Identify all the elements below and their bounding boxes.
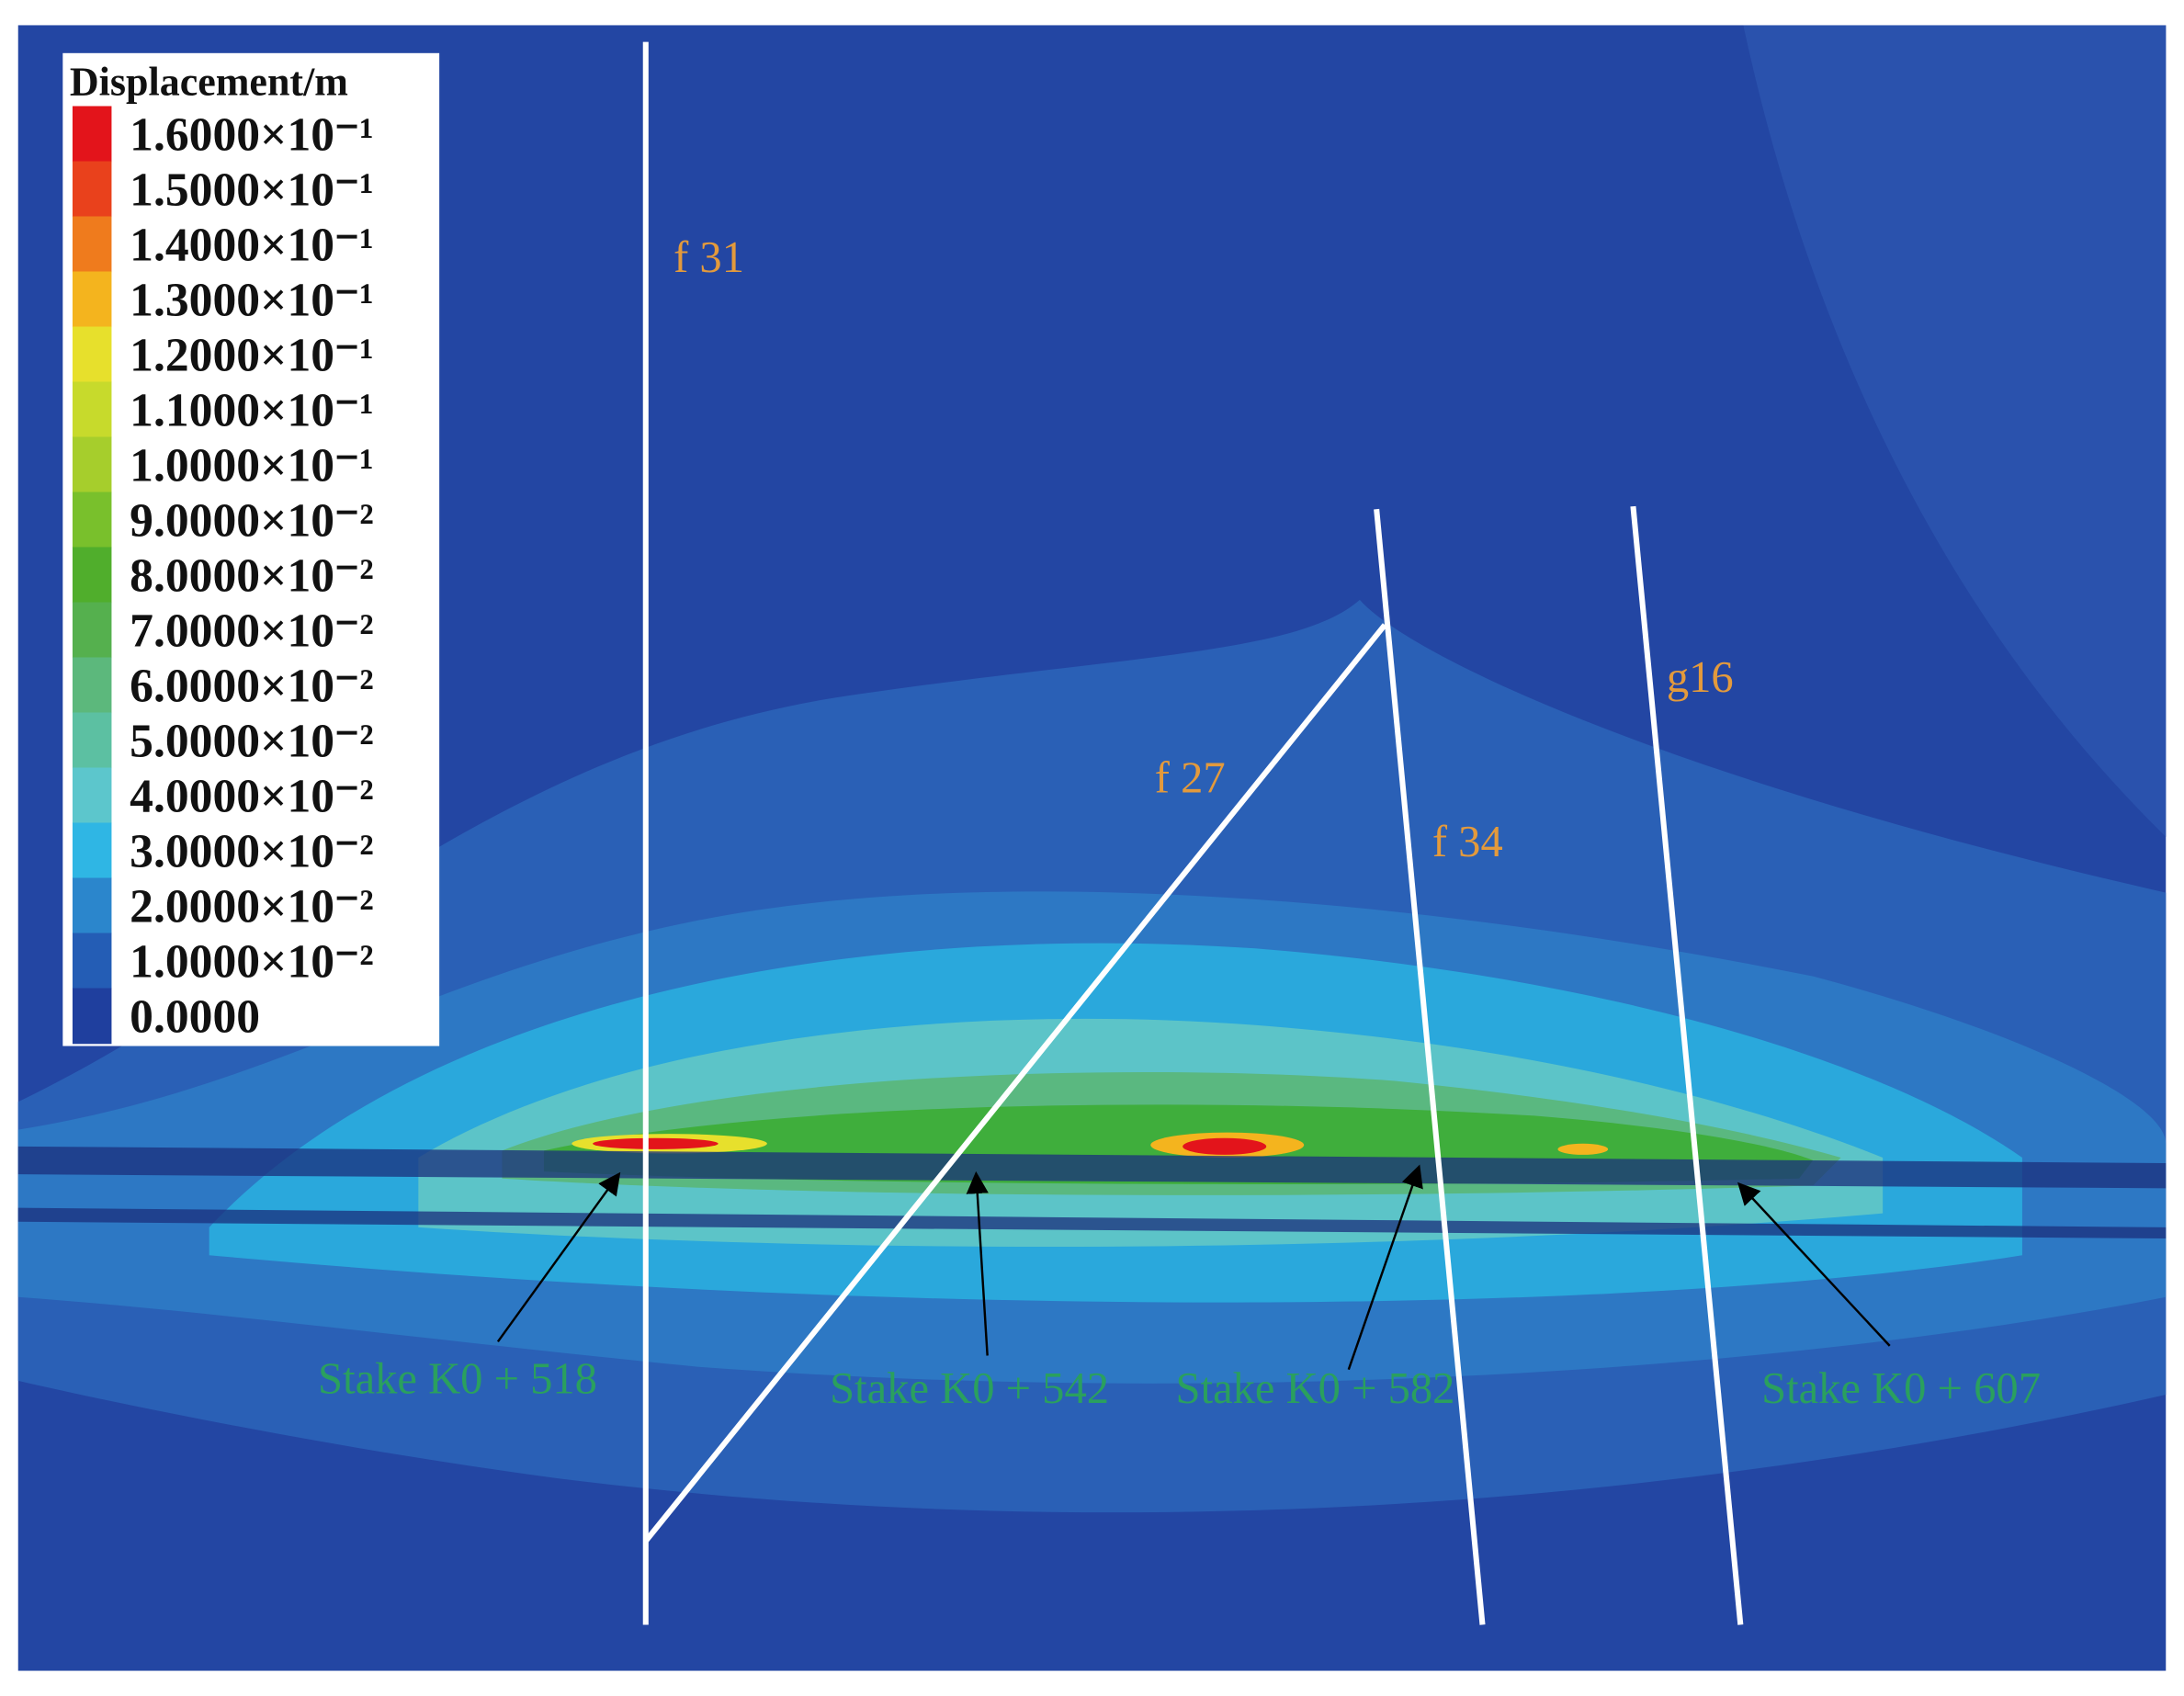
legend-swatch [72,822,112,879]
fault-label: g16 [1667,652,1734,702]
legend-label: 1.4000×10⁻¹ [130,220,374,272]
fault-lines [642,41,1744,1625]
legend-swatch [72,216,112,273]
legend-label: 1.0000×10⁻¹ [130,440,374,492]
stake-label: Stake K0 + 518 [318,1353,597,1403]
stake-arrow [1347,1164,1423,1371]
fault-label: f 31 [673,232,744,282]
stake-label: Stake K0 + 607 [1761,1363,2041,1413]
legend-label: 2.0000×10⁻² [130,881,374,933]
stake-arrow [966,1170,989,1356]
contour-zone [1557,1143,1609,1155]
legend: Displacement/m 1.6000×10⁻¹1.5000×10⁻¹1.4… [62,52,440,1046]
legend-swatch [72,436,112,493]
stake-arrow [1737,1182,1891,1347]
legend-swatch [72,492,112,548]
contour-zone [1743,25,2167,837]
contour-zone [593,1137,719,1149]
legend-label: 1.6000×10⁻¹ [130,109,374,162]
legend-swatch [72,712,112,769]
legend-label: 3.0000×10⁻² [130,826,374,878]
fault-label: f 34 [1432,817,1503,866]
legend-label: 9.0000×10⁻² [130,495,374,548]
legend-swatch [72,381,112,438]
legend-label: 1.1000×10⁻¹ [130,385,374,437]
legend-label: 1.3000×10⁻¹ [130,275,374,327]
legend-swatch [72,106,112,163]
stake-arrow [496,1171,621,1343]
legend-swatch [72,161,112,218]
contour-zone [1183,1137,1267,1155]
fault-line [1374,508,1486,1625]
tunnel-band [17,1146,2167,1189]
legend-label: 1.2000×10⁻¹ [130,330,374,382]
legend-swatch [72,988,112,1045]
legend-swatch [72,657,112,714]
fault-line [1630,505,1744,1625]
legend-label: 7.0000×10⁻² [130,605,374,658]
legend-swatch [72,767,112,824]
stake-arrows [496,1164,1891,1371]
legend-label: 1.0000×10⁻² [130,936,374,989]
legend-swatch [72,602,112,659]
legend-label: 5.0000×10⁻² [130,716,374,768]
legend-title: Displacement/m [70,59,348,104]
legend-label: 1.5000×10⁻¹ [130,164,374,217]
legend-swatch [72,933,112,989]
legend-label: 6.0000×10⁻² [130,661,374,713]
legend-swatch [72,877,112,934]
tunnel-band [17,1207,2167,1239]
legend-swatch [72,547,112,604]
fault-line [643,623,1387,1543]
legend-label: 4.0000×10⁻² [130,771,374,823]
legend-label: 0.0000 [130,991,260,1044]
legend-box [62,52,440,1046]
stake-label: Stake K0 + 542 [830,1363,1109,1413]
stake-label: Stake K0 + 582 [1176,1363,1455,1413]
legend-label: 8.0000×10⁻² [130,550,374,603]
fault-label: f 27 [1155,752,1226,802]
legend-swatch [72,271,112,328]
legend-swatch [72,326,112,383]
